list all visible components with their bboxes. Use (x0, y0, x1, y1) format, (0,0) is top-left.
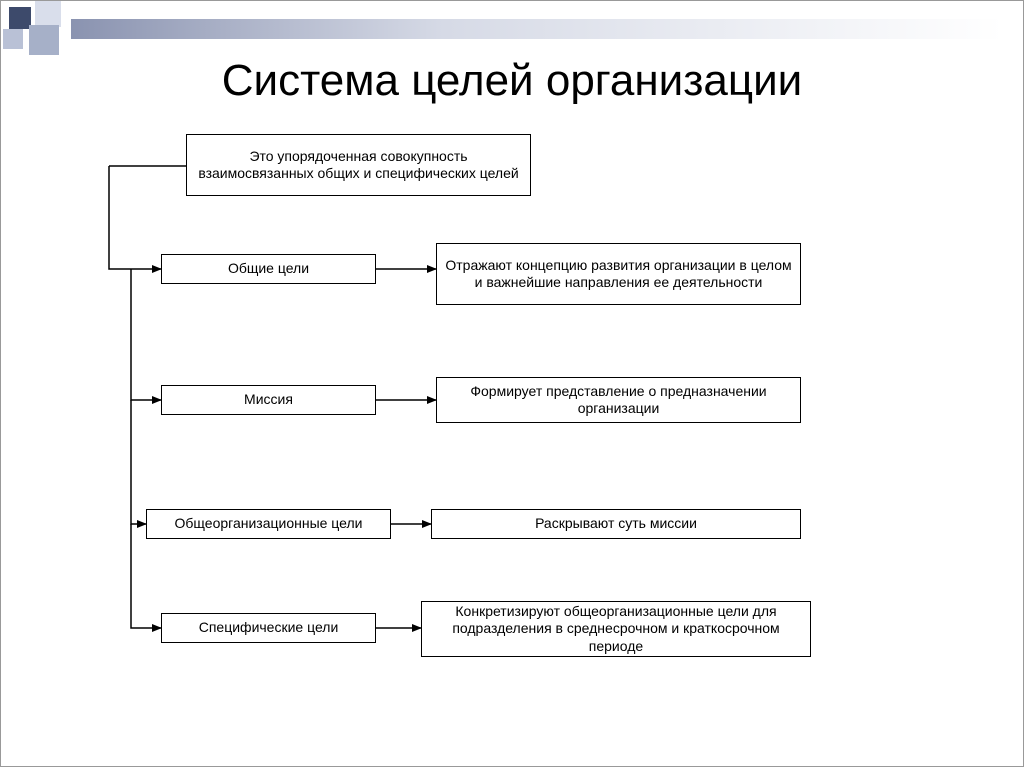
node-general-goals: Общие цели (161, 254, 376, 284)
header-gradient-bar (71, 19, 1003, 39)
deco-square-2 (35, 1, 61, 27)
deco-square-3 (3, 29, 23, 49)
node-mission: Миссия (161, 385, 376, 415)
node-orgwide-goals-desc: Раскрывают суть миссии (431, 509, 801, 539)
slide: Система целей организации Это упорядочен… (0, 0, 1024, 767)
deco-square-1 (9, 7, 31, 29)
slide-title: Система целей организации (1, 56, 1023, 106)
node-orgwide-goals: Общеорганизационные цели (146, 509, 391, 539)
node-definition: Это упорядоченная совокупность взаимосвя… (186, 134, 531, 196)
corner-decoration (1, 1, 71, 56)
deco-square-4 (29, 25, 59, 55)
node-general-goals-desc: Отражают концепцию развития организации … (436, 243, 801, 305)
node-specific-goals-desc: Конкретизируют общеорганизационные цели … (421, 601, 811, 657)
node-specific-goals: Специфические цели (161, 613, 376, 643)
node-mission-desc: Формирует представление о предназначении… (436, 377, 801, 423)
